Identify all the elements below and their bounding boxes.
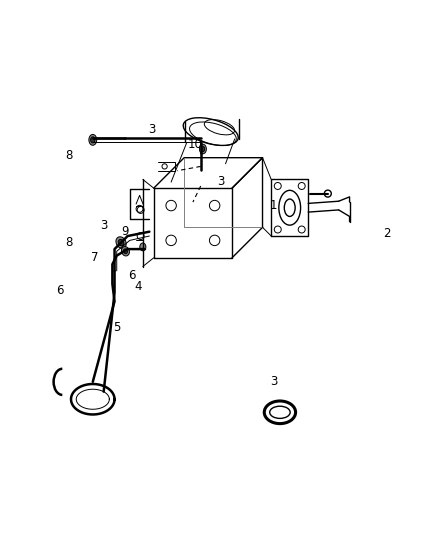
Ellipse shape	[91, 137, 95, 143]
Text: 3: 3	[218, 175, 225, 188]
Ellipse shape	[124, 249, 127, 254]
Text: 3: 3	[148, 123, 155, 136]
Text: 7: 7	[91, 251, 99, 264]
Text: 3: 3	[270, 375, 277, 389]
Text: 8: 8	[65, 236, 73, 249]
Ellipse shape	[201, 147, 205, 151]
Text: 6: 6	[128, 269, 136, 282]
Ellipse shape	[140, 243, 146, 251]
Ellipse shape	[199, 144, 206, 154]
Text: 2: 2	[383, 228, 390, 240]
Ellipse shape	[116, 237, 126, 248]
Text: 5: 5	[113, 321, 120, 334]
Text: 10: 10	[187, 138, 202, 151]
Text: 9: 9	[122, 225, 129, 238]
Text: 6: 6	[57, 284, 64, 297]
Ellipse shape	[89, 134, 97, 146]
Text: 3: 3	[100, 219, 107, 232]
Text: 8: 8	[65, 149, 73, 162]
Text: 4: 4	[135, 280, 142, 293]
Ellipse shape	[121, 247, 130, 256]
Text: 1: 1	[270, 199, 277, 212]
Ellipse shape	[118, 239, 124, 246]
